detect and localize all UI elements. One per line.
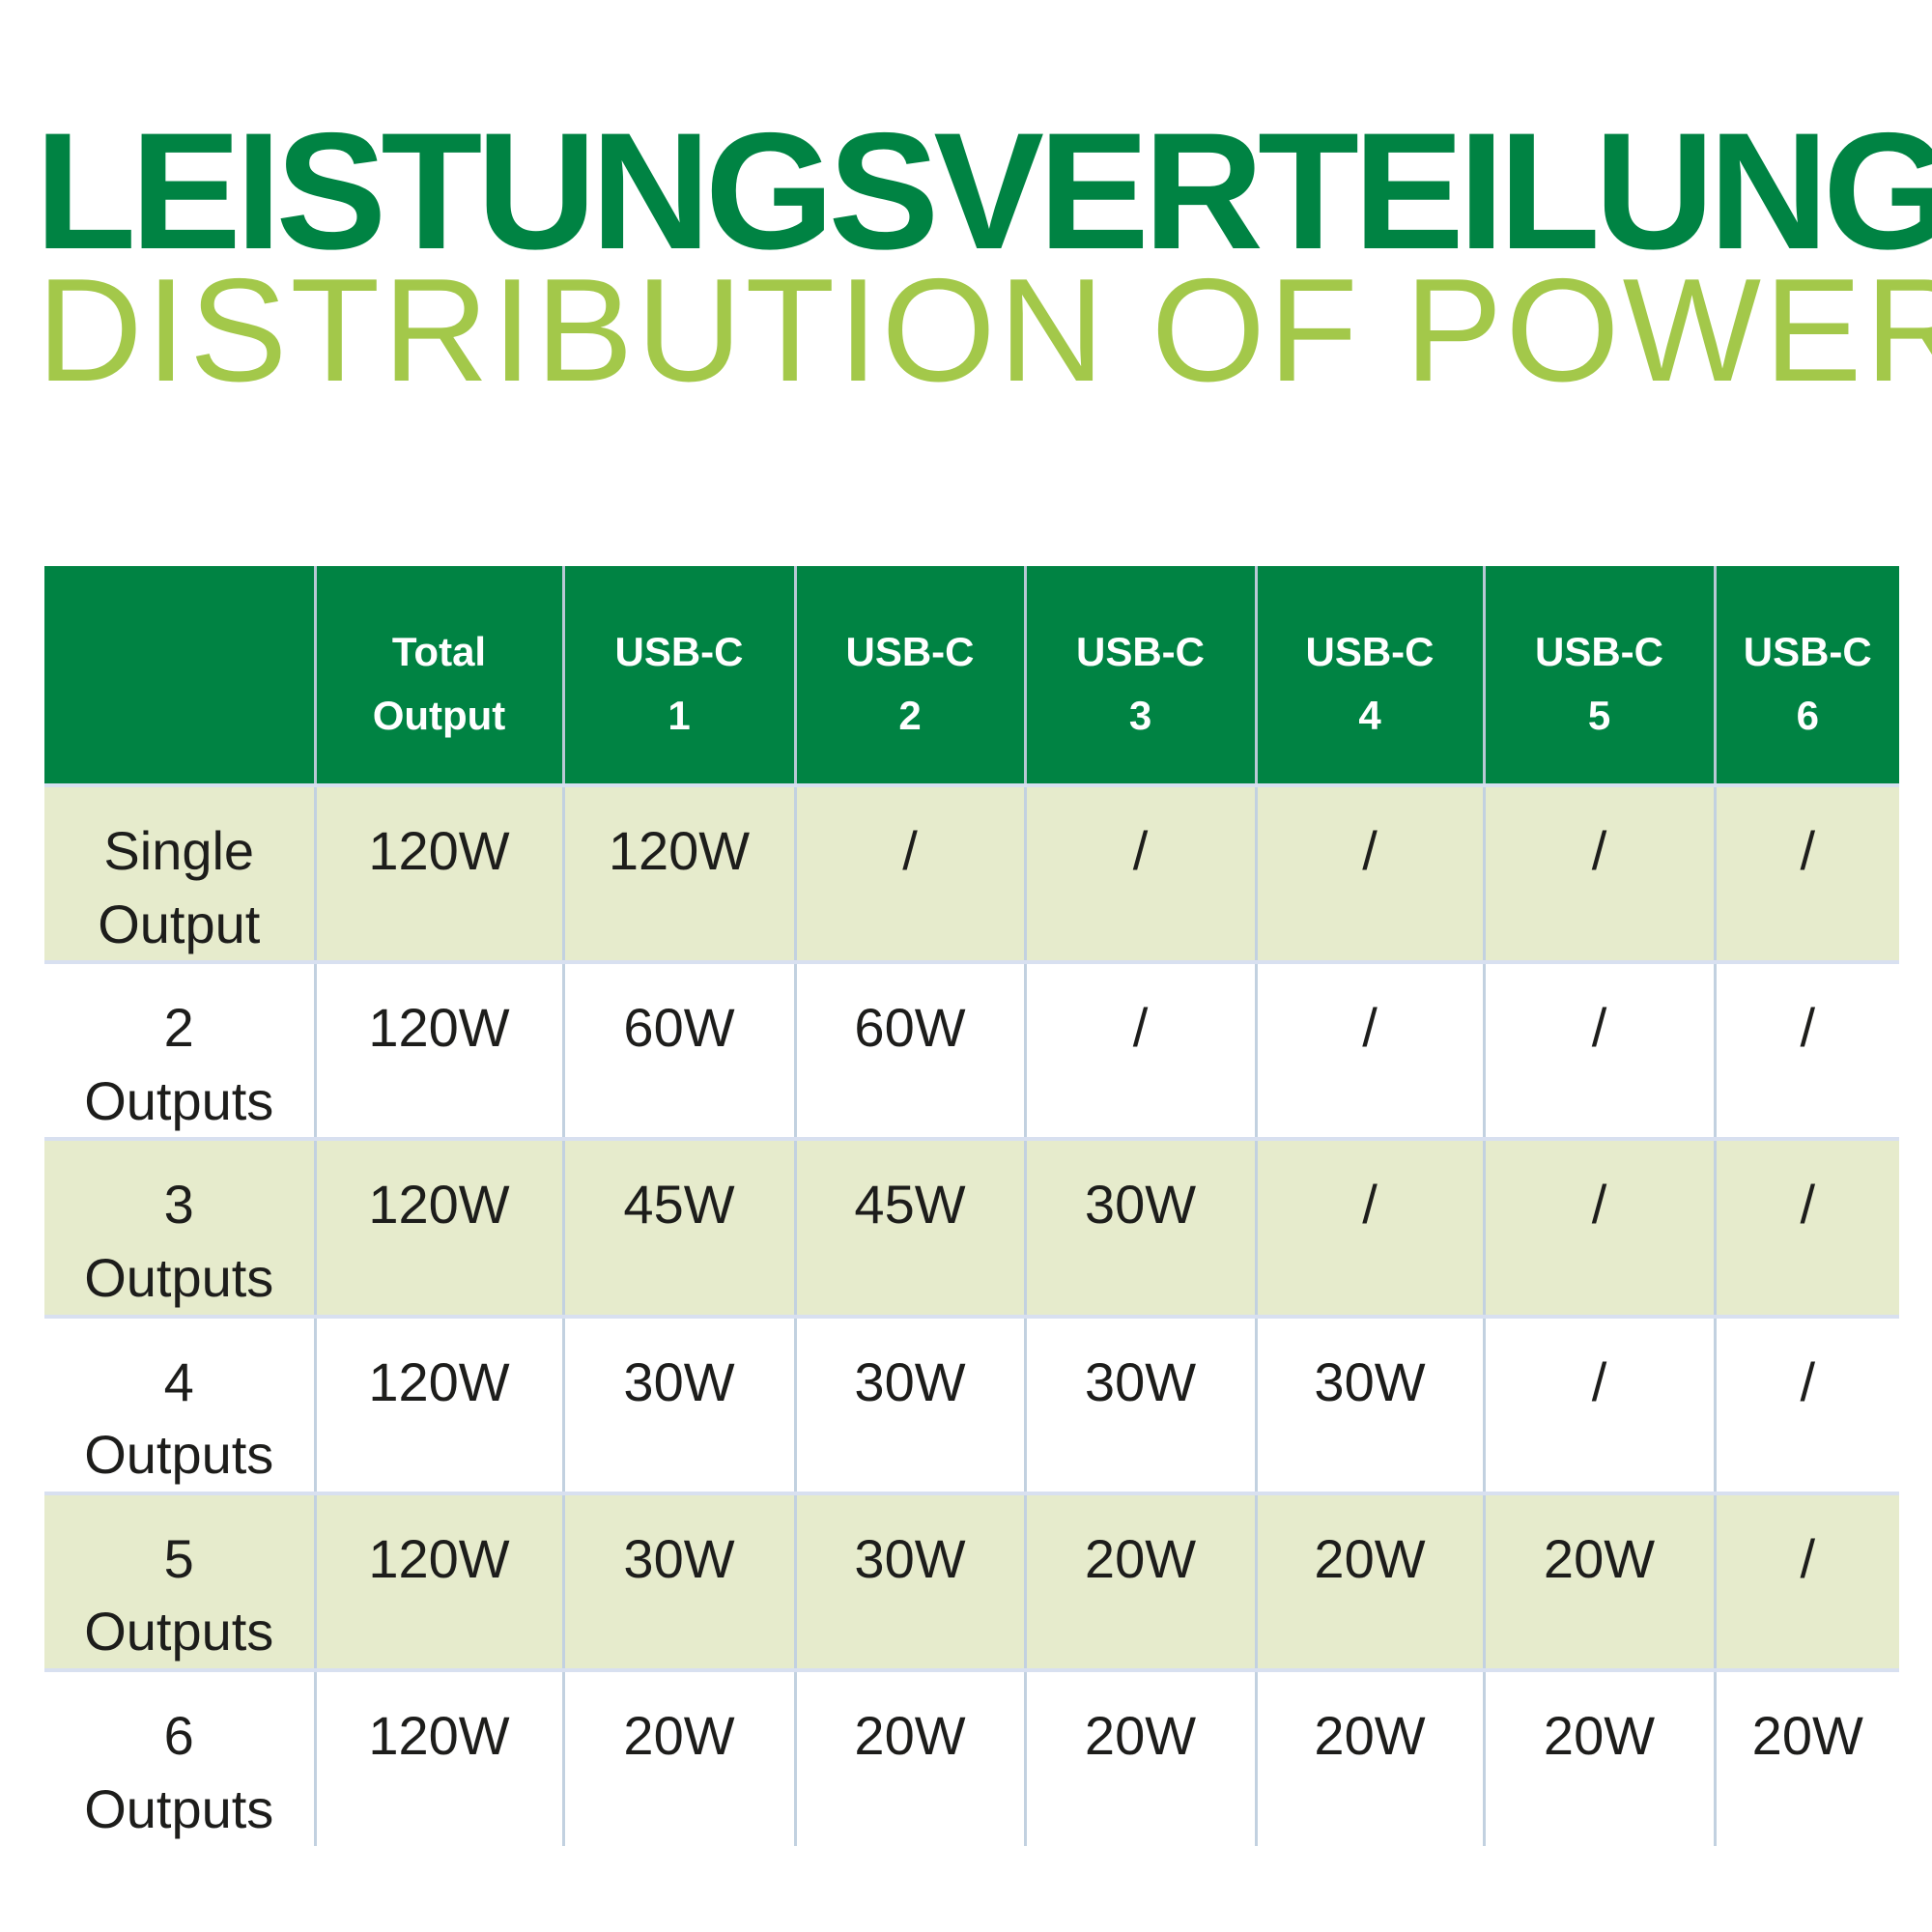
value-cell: / bbox=[1256, 785, 1486, 965]
value-cell: 20W bbox=[1025, 1492, 1258, 1672]
value-cell: 20W bbox=[1256, 1669, 1486, 1846]
value-cell: 30W bbox=[563, 1316, 797, 1495]
value-cell: 60W bbox=[795, 962, 1027, 1142]
value-cell: / bbox=[1484, 1316, 1717, 1495]
col-header-usbc-3: USB-C 3 bbox=[1025, 566, 1258, 787]
value-cell: 20W bbox=[563, 1669, 797, 1846]
value-cell: 30W bbox=[1025, 1139, 1258, 1319]
row-label: 5 Outputs bbox=[44, 1492, 317, 1672]
value-cell: 30W bbox=[1025, 1316, 1258, 1495]
power-distribution-table: Total Output USB-C 1 USB-C 2 USB-C 3 USB… bbox=[44, 566, 1899, 1846]
col-header-usbc-6: USB-C 6 bbox=[1715, 566, 1899, 787]
value-cell: 20W bbox=[1751, 1704, 1863, 1766]
col-header-usbc-4: USB-C 4 bbox=[1256, 566, 1486, 787]
value-cell: / bbox=[1256, 1139, 1486, 1319]
value-cell: / bbox=[1025, 785, 1258, 965]
table-row-single-output: Single Output 120W 120W / / / / / bbox=[44, 785, 1899, 965]
value-cell: 30W bbox=[563, 1492, 797, 1672]
value-cell: 20W bbox=[1025, 1669, 1258, 1846]
value-cell: 30W bbox=[1256, 1316, 1486, 1495]
row-label: 4 Outputs bbox=[44, 1316, 317, 1495]
value-cell: 120W bbox=[315, 962, 565, 1142]
value-cell: / bbox=[1484, 1139, 1717, 1319]
table-row-6-outputs: 6 Outputs 120W 20W 20W 20W 20W 20W 20W bbox=[44, 1669, 1899, 1846]
row-label: 3 Outputs bbox=[44, 1139, 317, 1319]
value-cell: 45W bbox=[563, 1139, 797, 1319]
col-header-total-output: Total Output bbox=[315, 566, 565, 787]
value-cell: / bbox=[1715, 1492, 1899, 1672]
col-header-usbc-1: USB-C 1 bbox=[563, 566, 797, 787]
page-title-german: LEISTUNGSVERTEILUNG bbox=[35, 99, 1932, 284]
value-cell: / bbox=[1484, 962, 1717, 1142]
value-cell: / bbox=[1715, 1316, 1899, 1495]
row-label: 6 Outputs bbox=[44, 1669, 317, 1846]
value-cell: 120W bbox=[315, 1316, 565, 1495]
corner-cell bbox=[44, 566, 317, 787]
table-row-4-outputs: 4 Outputs 120W 30W 30W 30W 30W / / bbox=[44, 1316, 1899, 1495]
value-cell: / bbox=[1715, 962, 1899, 1142]
table-row-2-outputs: 2 Outputs 120W 60W 60W / / / / bbox=[44, 962, 1899, 1142]
value-cell: / bbox=[1484, 785, 1717, 965]
value-cell: 20W bbox=[1256, 1492, 1486, 1672]
value-cell: 30W bbox=[795, 1492, 1027, 1672]
value-cell: / bbox=[1256, 962, 1486, 1142]
value-cell: 120W bbox=[315, 785, 565, 965]
col-header-usbc-2: USB-C 2 bbox=[795, 566, 1027, 787]
page-title-english: DISTRIBUTION OF POWER bbox=[37, 248, 1932, 412]
value-cell: 120W bbox=[315, 1492, 565, 1672]
value-cell: 30W bbox=[795, 1316, 1027, 1495]
value-cell: 120W bbox=[315, 1669, 565, 1846]
value-cell: 20W bbox=[795, 1669, 1027, 1846]
value-cell: 45W bbox=[795, 1139, 1027, 1319]
value-cell: / bbox=[1715, 1139, 1899, 1319]
value-cell: / bbox=[795, 785, 1027, 965]
value-cell: / bbox=[1715, 785, 1899, 965]
value-cell: 120W bbox=[315, 1139, 565, 1319]
col-header-usbc-5: USB-C 5 bbox=[1484, 566, 1717, 787]
value-cell: 60W bbox=[563, 962, 797, 1142]
value-cell: / bbox=[1025, 962, 1258, 1142]
value-cell: 20W bbox=[1484, 1492, 1717, 1672]
header-row: Total Output USB-C 1 USB-C 2 USB-C 3 USB… bbox=[44, 566, 1899, 787]
value-cell: 120W bbox=[563, 785, 797, 965]
table-row-3-outputs: 3 Outputs 120W 45W 45W 30W / / / bbox=[44, 1139, 1899, 1319]
value-cell: 20W bbox=[1484, 1669, 1717, 1846]
row-label: 2 Outputs bbox=[44, 962, 317, 1142]
table-row-5-outputs: 5 Outputs 120W 30W 30W 20W 20W 20W / bbox=[44, 1492, 1899, 1672]
row-label: Single Output bbox=[44, 785, 317, 965]
